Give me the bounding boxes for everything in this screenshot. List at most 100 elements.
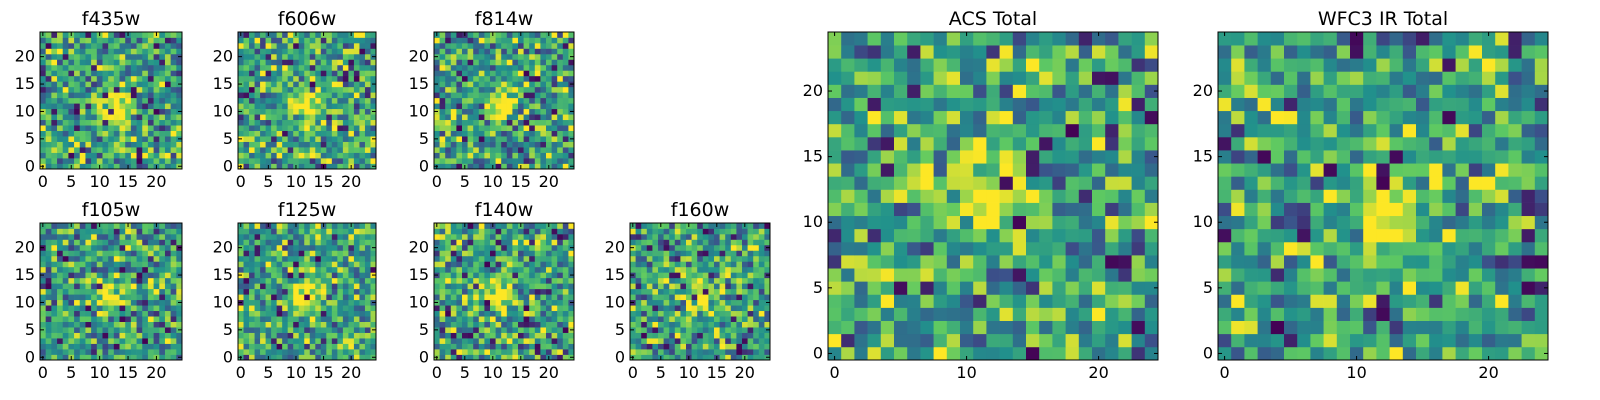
heatmap-cell (462, 141, 468, 148)
heatmap-cell (1078, 307, 1093, 321)
heatmap-cell (697, 272, 704, 279)
heatmap-cell (298, 108, 305, 115)
heatmap-cell (320, 114, 327, 121)
heatmap-cell (523, 338, 530, 344)
heatmap-cell (1144, 163, 1159, 177)
heatmap-cell (630, 349, 636, 355)
heatmap-cell (85, 277, 92, 284)
heatmap-cell (445, 233, 452, 240)
heatmap-cell (164, 283, 171, 290)
heatmap-cell (62, 250, 69, 257)
heatmap-cell (1078, 202, 1093, 217)
heatmap-cell (674, 321, 681, 328)
heatmap-cell (540, 86, 547, 93)
heatmap-cell (282, 86, 289, 93)
heatmap-cell (462, 277, 468, 284)
heatmap-cell (646, 250, 653, 257)
heatmap-cell (450, 103, 457, 110)
heatmap-cell (353, 75, 360, 82)
heatmap-cell (370, 48, 377, 55)
heatmap-cell (484, 130, 491, 137)
y-tick-label: 5 (25, 129, 35, 148)
heatmap-cell (147, 228, 154, 235)
heatmap-cell (702, 233, 709, 240)
heatmap-cell (147, 250, 154, 257)
heatmap-cell (125, 59, 132, 66)
heatmap-cell (540, 136, 547, 142)
heatmap-cell (506, 42, 513, 49)
heatmap-cell (523, 305, 530, 312)
heatmap-cell (68, 103, 75, 110)
heatmap-cell (540, 37, 547, 44)
heatmap-cell (309, 48, 316, 55)
heatmap-cell (353, 42, 360, 49)
heatmap-cell (960, 176, 974, 190)
heatmap-cell (484, 59, 491, 66)
panel-title: f814w (475, 8, 534, 30)
heatmap-cell (276, 255, 283, 262)
heatmap-cell (708, 316, 715, 322)
heatmap-cell (907, 202, 921, 217)
heatmap-cell (276, 53, 283, 60)
heatmap-cell (1065, 228, 1080, 243)
heatmap-cell (282, 233, 289, 240)
heatmap-cell (113, 310, 120, 317)
heatmap-cell (534, 136, 541, 142)
heatmap-cell (495, 42, 502, 49)
heatmap-cell (546, 147, 552, 153)
heatmap-cell (702, 332, 709, 339)
heatmap-cell (142, 305, 149, 312)
heatmap-cell (529, 92, 536, 99)
heatmap-cell (309, 316, 316, 322)
heatmap-cell (348, 59, 355, 66)
heatmap-cell (725, 338, 732, 344)
heatmap-cell (164, 233, 171, 240)
y-tick-label: 0 (223, 347, 233, 366)
heatmap-cell (730, 332, 737, 339)
heatmap-cell (315, 244, 322, 251)
heatmap-cell (478, 158, 485, 164)
heatmap-cell (764, 233, 771, 240)
heatmap-cell (113, 130, 120, 137)
heatmap-cell (287, 32, 294, 38)
heatmap-cell (337, 261, 344, 268)
heatmap-cell (702, 266, 709, 273)
heatmap-cell (467, 283, 474, 290)
heatmap-cell (287, 266, 294, 273)
heatmap-cell (523, 163, 530, 170)
heatmap-cell (282, 272, 289, 279)
heatmap-cell (293, 103, 300, 110)
heatmap-cell (271, 75, 277, 82)
heatmap-cell (342, 327, 349, 333)
heatmap-cell (265, 255, 272, 262)
heatmap-cell (880, 307, 895, 321)
heatmap-cell (557, 239, 564, 246)
heatmap-cell (445, 288, 452, 295)
heatmap-cell (946, 150, 961, 164)
heatmap-cell (304, 130, 311, 137)
heatmap-cell (276, 86, 283, 93)
heatmap-cell (119, 114, 126, 121)
heatmap-cell (534, 81, 541, 88)
heatmap-cell (51, 299, 58, 306)
heatmap-cell (747, 338, 754, 344)
heatmap-cell (276, 343, 283, 350)
heatmap-cell (331, 223, 338, 229)
heatmap-cell (495, 158, 502, 164)
heatmap-cell (484, 272, 491, 279)
heatmap-cell (164, 343, 171, 350)
heatmap-cell (646, 261, 653, 268)
heatmap-cell (562, 288, 569, 295)
heatmap-cell (164, 228, 171, 235)
heatmap-cell (364, 272, 371, 279)
heatmap-cell (534, 250, 541, 257)
heatmap-cell (973, 163, 987, 177)
heatmap-cell (641, 277, 648, 284)
heatmap-cell (45, 48, 52, 55)
heatmap-cell (495, 299, 502, 306)
heatmap-cell (254, 228, 261, 235)
heatmap-cell (456, 266, 463, 273)
heatmap-cell (142, 338, 149, 344)
heatmap-cell (260, 125, 266, 131)
heatmap-cell (714, 244, 720, 251)
